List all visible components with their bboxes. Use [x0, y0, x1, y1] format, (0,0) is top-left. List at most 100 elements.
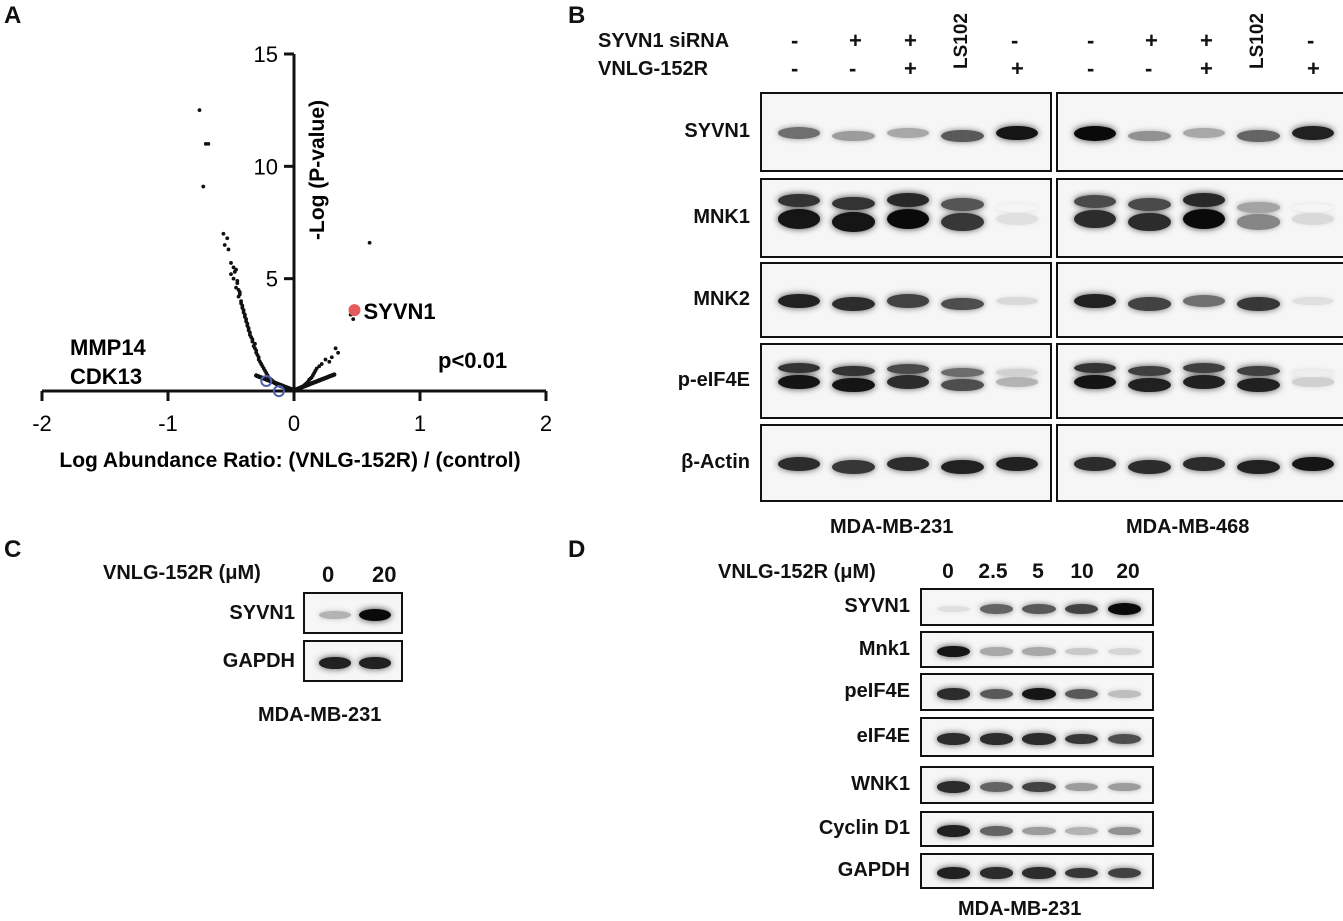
blot-band [777, 362, 821, 374]
blot-band [1128, 130, 1171, 142]
blot-band [1182, 127, 1226, 139]
blot-band [979, 867, 1013, 879]
highlight-point-syvn1 [348, 304, 361, 317]
data-point [240, 305, 245, 310]
blot-band [777, 127, 821, 139]
blot-band [936, 825, 971, 837]
blot-band [832, 365, 875, 377]
lane-symbol: - [791, 56, 799, 81]
blot-band [832, 196, 875, 211]
data-point [239, 301, 243, 306]
data-point [333, 346, 338, 351]
blot-band [979, 733, 1013, 745]
blot-band [1065, 867, 1099, 879]
blot-band [1073, 293, 1117, 309]
lane-symbol: + [849, 28, 862, 53]
panel-d-header: VNLG-152R (μM) [718, 561, 876, 583]
blot-label-eif4e: eIF4E [856, 725, 910, 747]
blot-band [832, 460, 875, 474]
blot-band [979, 826, 1013, 836]
lane-symbol: + [904, 28, 917, 53]
blot-band [936, 867, 971, 879]
volcano-points [197, 108, 372, 393]
data-point [248, 332, 252, 337]
blot-band [1107, 867, 1142, 879]
blot-band [995, 369, 1038, 377]
blot-band [1022, 867, 1056, 879]
blot-band [941, 368, 984, 378]
blot-band [886, 363, 930, 374]
cell-line-label-231: MDA-MB-231 [830, 516, 954, 538]
blot-band [1107, 603, 1142, 615]
blot-label--actin: β-Actin [681, 451, 750, 473]
data-point [244, 319, 249, 324]
blot-d-mnk1 [920, 631, 1154, 668]
blot-c-gapdh [303, 640, 403, 682]
data-point [351, 317, 356, 322]
blot-c-syvn1 [303, 592, 403, 634]
lane-label-ls102: LS102 [1247, 13, 1268, 69]
blot-d-gapdh [920, 853, 1154, 889]
panel-c-header: VNLG-152R (μM) [103, 562, 261, 584]
x-tick-label: -1 [158, 411, 178, 436]
blot-label-p-eif4e: p-eIF4E [677, 369, 750, 391]
blot-band [1065, 688, 1099, 700]
panel-letter-b: B [568, 2, 586, 29]
blot-mnk1-231 [760, 178, 1052, 258]
blot--actin-468 [1056, 424, 1343, 502]
blot-band [1237, 366, 1280, 377]
blot-band [1073, 362, 1117, 374]
blot-band [941, 212, 984, 232]
volcano-plot: -2 -1 0 1 2 5 10 15 -Log (P-value) Log Abundance … [32, 42, 552, 472]
blot-band [832, 130, 875, 142]
dose-label: 20 [372, 562, 397, 587]
blot-band [886, 294, 930, 308]
blot-band [777, 374, 821, 390]
lane-label-ls102: LS102 [951, 13, 972, 69]
blot-band [777, 457, 821, 471]
panel-d-cell-line: MDA-MB-231 [958, 898, 1082, 920]
data-point [229, 272, 233, 277]
data-point [332, 372, 337, 377]
blot-band [319, 611, 351, 619]
blot-band [995, 456, 1038, 472]
blot-band [1107, 826, 1142, 836]
blot-band [1237, 459, 1280, 475]
blot-band [941, 378, 984, 392]
blot-band [1073, 209, 1117, 229]
blot-band [941, 198, 984, 212]
blot-band [1022, 688, 1056, 700]
x-tick-label: -2 [32, 411, 52, 436]
blot-band [1022, 733, 1056, 745]
blot-mnk1-468 [1056, 178, 1343, 258]
dose-label: 20 [1116, 560, 1140, 583]
blot-band [995, 125, 1038, 141]
blot-band [1022, 603, 1056, 615]
blot-band [979, 647, 1013, 656]
volcano-labels: SYVN1 MMP14 CDK13 p<0.01 [70, 299, 507, 398]
data-point [259, 362, 264, 366]
label-cdk13: CDK13 [70, 364, 142, 389]
data-point [250, 337, 255, 342]
blot-d-peif4e [920, 673, 1154, 711]
blot-d-cyclin-d1 [920, 811, 1154, 847]
blot-band [979, 782, 1013, 792]
dose-label: 2.5 [978, 560, 1008, 583]
blot-band [941, 459, 984, 475]
dose-label: 0 [942, 560, 954, 583]
panel-letter-c: C [4, 536, 22, 563]
blot-band [359, 657, 391, 669]
blot-band [941, 129, 984, 143]
blot-band [1065, 647, 1099, 656]
lane-symbol: + [1200, 56, 1213, 81]
dose-label: 10 [1070, 560, 1094, 583]
blot-d-syvn1 [920, 588, 1154, 626]
panel-letter-a: A [4, 2, 22, 29]
blot-band [1022, 826, 1056, 836]
lane-symbol: - [1307, 28, 1315, 53]
blot-band [1107, 733, 1142, 745]
blot-band [1022, 781, 1056, 793]
lane-symbol: + [904, 56, 917, 81]
blot-band [1073, 457, 1117, 471]
blot-band [1291, 370, 1334, 377]
